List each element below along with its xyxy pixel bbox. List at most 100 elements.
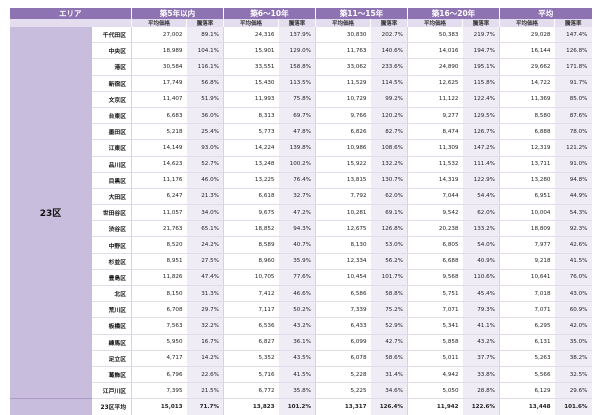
header-group: 築6～10年 bbox=[223, 8, 316, 19]
header-row-groups: エリア 築5年以内 築6～10年 築11～15年 築16～20年 平均 bbox=[9, 8, 592, 19]
table-row: 目黒区 11,176 46.0% 13,225 76.4% 13,815 130.7% 14,… bbox=[10, 172, 592, 189]
price-cell: 5,352 bbox=[223, 350, 279, 367]
rate-cell: 58.6% bbox=[370, 350, 408, 367]
rate-cell: 36.0% bbox=[186, 107, 224, 125]
price-cell: 11,309 bbox=[407, 139, 463, 157]
price-cell: 6,683 bbox=[131, 107, 187, 125]
rate-cell: 71.7% bbox=[186, 398, 224, 415]
price-cell: 33,551 bbox=[223, 58, 279, 76]
price-cell: 5,225 bbox=[315, 382, 371, 400]
rate-cell: 40.9% bbox=[462, 253, 500, 270]
table-row: 足立区 4,717 14.2% 5,352 43.5% 6,078 58.6% 5,011 37… bbox=[10, 350, 592, 367]
header-sub-rate: 騰落率 bbox=[462, 19, 500, 27]
rate-cell: 89.1% bbox=[186, 27, 224, 44]
table-row: 北区 8,150 31.3% 7,412 46.6% 6,586 58.8% 5,751 45.… bbox=[10, 285, 592, 303]
price-cell: 6,247 bbox=[131, 188, 187, 206]
rate-cell: 115.8% bbox=[462, 75, 500, 92]
rate-cell: 92.3% bbox=[554, 220, 592, 238]
price-cell: 24,316 bbox=[223, 27, 279, 44]
rate-cell: 110.6% bbox=[462, 269, 500, 287]
rate-cell: 122.4% bbox=[462, 91, 500, 108]
ward-name: 中野区 bbox=[91, 236, 132, 254]
rate-cell: 44.9% bbox=[554, 188, 592, 206]
price-cell: 11,057 bbox=[131, 204, 187, 222]
ward-name: 品川区 bbox=[91, 156, 132, 173]
rate-cell: 69.7% bbox=[278, 107, 316, 125]
table-row: 渋谷区 21,763 65.1% 18,852 94.3% 12,675 126.8% 20,… bbox=[10, 220, 592, 238]
price-cell: 8,150 bbox=[131, 285, 187, 303]
table-row: 世田谷区 11,057 34.0% 9,675 47.2% 10,281 69.1% 9,54… bbox=[10, 204, 592, 222]
price-cell: 11,942 bbox=[407, 398, 463, 415]
rate-cell: 58.8% bbox=[370, 285, 408, 303]
ward-name: 渋谷区 bbox=[91, 220, 132, 238]
rate-cell: 36.1% bbox=[278, 334, 316, 351]
table-row: 墨田区 5,218 25.4% 5,773 47.8% 6,826 82.7% 8,474 12… bbox=[10, 123, 592, 141]
price-cell: 12,334 bbox=[315, 253, 371, 270]
price-cell: 9,675 bbox=[223, 204, 279, 222]
rate-cell: 87.6% bbox=[554, 107, 592, 125]
rate-cell: 85.0% bbox=[554, 91, 592, 108]
price-cell: 15,430 bbox=[223, 75, 279, 92]
rate-cell: 120.2% bbox=[370, 107, 408, 125]
price-cell: 6,688 bbox=[407, 253, 463, 270]
header-group: 築16～20年 bbox=[407, 8, 500, 19]
price-cell: 10,986 bbox=[315, 139, 371, 157]
rate-cell: 46.0% bbox=[186, 172, 224, 189]
rate-cell: 129.5% bbox=[462, 107, 500, 125]
rate-cell: 140.6% bbox=[370, 42, 408, 60]
rate-cell: 32.5% bbox=[554, 366, 592, 384]
header-group: 築5年以内 bbox=[131, 8, 224, 19]
price-cell: 33,062 bbox=[315, 58, 371, 76]
header-row-sub: 平均価格 騰落率 平均価格 騰落率 平均価格 騰落率 平均価格 騰落率 平均価格… bbox=[9, 19, 592, 27]
rate-cell: 56.2% bbox=[370, 253, 408, 270]
table-row: 文京区 11,407 51.9% 11,993 75.8% 10,729 99.2% 11,1… bbox=[10, 91, 592, 108]
price-cell: 17,749 bbox=[131, 75, 187, 92]
ward-name: 荒川区 bbox=[91, 301, 132, 319]
rate-cell: 29.6% bbox=[554, 382, 592, 400]
price-cell: 13,317 bbox=[315, 398, 371, 415]
rate-cell: 60.9% bbox=[554, 301, 592, 319]
price-cell: 6,433 bbox=[315, 317, 371, 335]
header-sub-price: 平均価格 bbox=[499, 19, 555, 27]
price-cell: 11,532 bbox=[407, 156, 463, 173]
rate-cell: 62.0% bbox=[462, 204, 500, 222]
table-row: 大田区 6,247 21.3% 6,618 32.7% 7,792 62.0% 7,044 54… bbox=[10, 188, 592, 206]
price-cell: 18,809 bbox=[499, 220, 555, 238]
rate-cell: 147.2% bbox=[462, 139, 500, 157]
rate-cell: 75.8% bbox=[278, 91, 316, 108]
rate-cell: 35.0% bbox=[554, 334, 592, 351]
price-cell: 30,830 bbox=[315, 27, 371, 44]
price-cell: 9,542 bbox=[407, 204, 463, 222]
ward-name: 大田区 bbox=[91, 188, 132, 206]
rate-cell: 91.0% bbox=[554, 156, 592, 173]
price-cell: 10,004 bbox=[499, 204, 555, 222]
rate-cell: 43.2% bbox=[278, 317, 316, 335]
price-cell: 11,993 bbox=[223, 91, 279, 108]
price-cell: 29,662 bbox=[499, 58, 555, 76]
price-cell: 9,277 bbox=[407, 107, 463, 125]
rate-cell: 34.6% bbox=[370, 382, 408, 400]
ward-name: 葛飾区 bbox=[91, 366, 132, 384]
rate-cell: 99.2% bbox=[370, 91, 408, 108]
rate-cell: 34.0% bbox=[186, 204, 224, 222]
price-cell: 5,950 bbox=[131, 334, 187, 351]
ward-name: 千代田区 bbox=[91, 27, 132, 44]
price-cell: 18,852 bbox=[223, 220, 279, 238]
ward-name: 中央区 bbox=[91, 42, 132, 60]
price-cell: 6,078 bbox=[315, 350, 371, 367]
price-cell: 8,951 bbox=[131, 253, 187, 270]
rate-cell: 42.6% bbox=[554, 236, 592, 254]
price-cell: 14,016 bbox=[407, 42, 463, 60]
rate-cell: 108.6% bbox=[370, 139, 408, 157]
table-row: 江東区 14,149 93.0% 14,224 139.8% 10,986 108.6% 11… bbox=[10, 139, 592, 157]
price-cell: 7,977 bbox=[499, 236, 555, 254]
header-group: 築11～15年 bbox=[315, 8, 408, 19]
price-cell: 6,772 bbox=[223, 382, 279, 400]
header-sub-price: 平均価格 bbox=[131, 19, 187, 27]
rate-cell: 47.2% bbox=[278, 204, 316, 222]
price-cell: 6,536 bbox=[223, 317, 279, 335]
rate-cell: 129.0% bbox=[278, 42, 316, 60]
price-cell: 8,589 bbox=[223, 236, 279, 254]
price-cell: 15,901 bbox=[223, 42, 279, 60]
price-cell: 6,805 bbox=[407, 236, 463, 254]
